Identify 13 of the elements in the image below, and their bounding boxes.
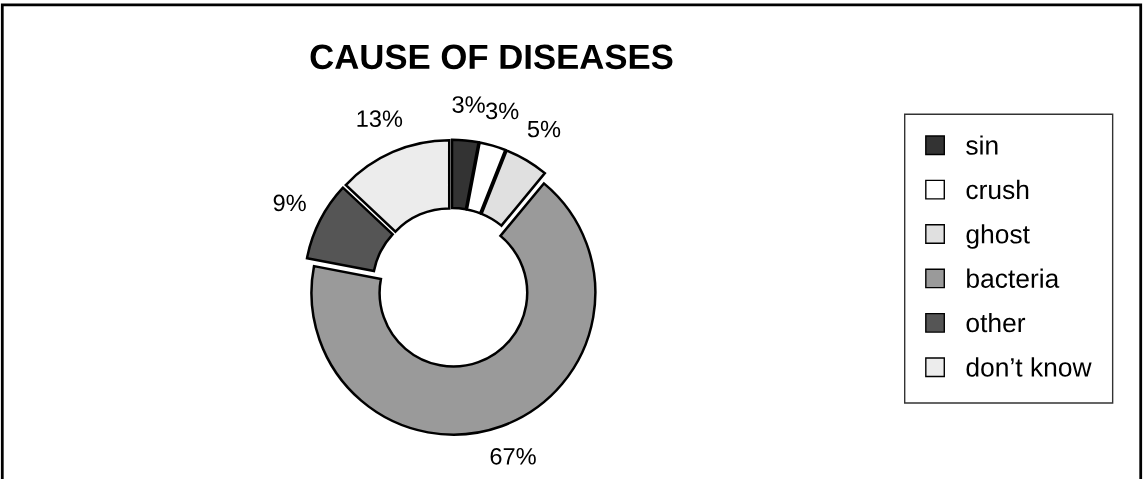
data-label: 67%	[490, 447, 536, 465]
data-label: 3%	[486, 102, 519, 120]
data-label: 3%	[452, 96, 485, 113]
legend-label: ghost	[966, 224, 1030, 249]
chart-title: CAUSE OF DISEASES	[310, 44, 673, 70]
legend-label: other	[966, 312, 1026, 333]
data-label: 5%	[527, 120, 561, 138]
data-label: 9%	[273, 194, 306, 212]
legend-label: crush	[966, 179, 1029, 200]
legend-label: don’t know	[966, 357, 1092, 377]
data-label: 13%	[357, 110, 403, 128]
legend-label: bacteria	[967, 268, 1060, 288]
legend-label: sin	[966, 135, 998, 155]
